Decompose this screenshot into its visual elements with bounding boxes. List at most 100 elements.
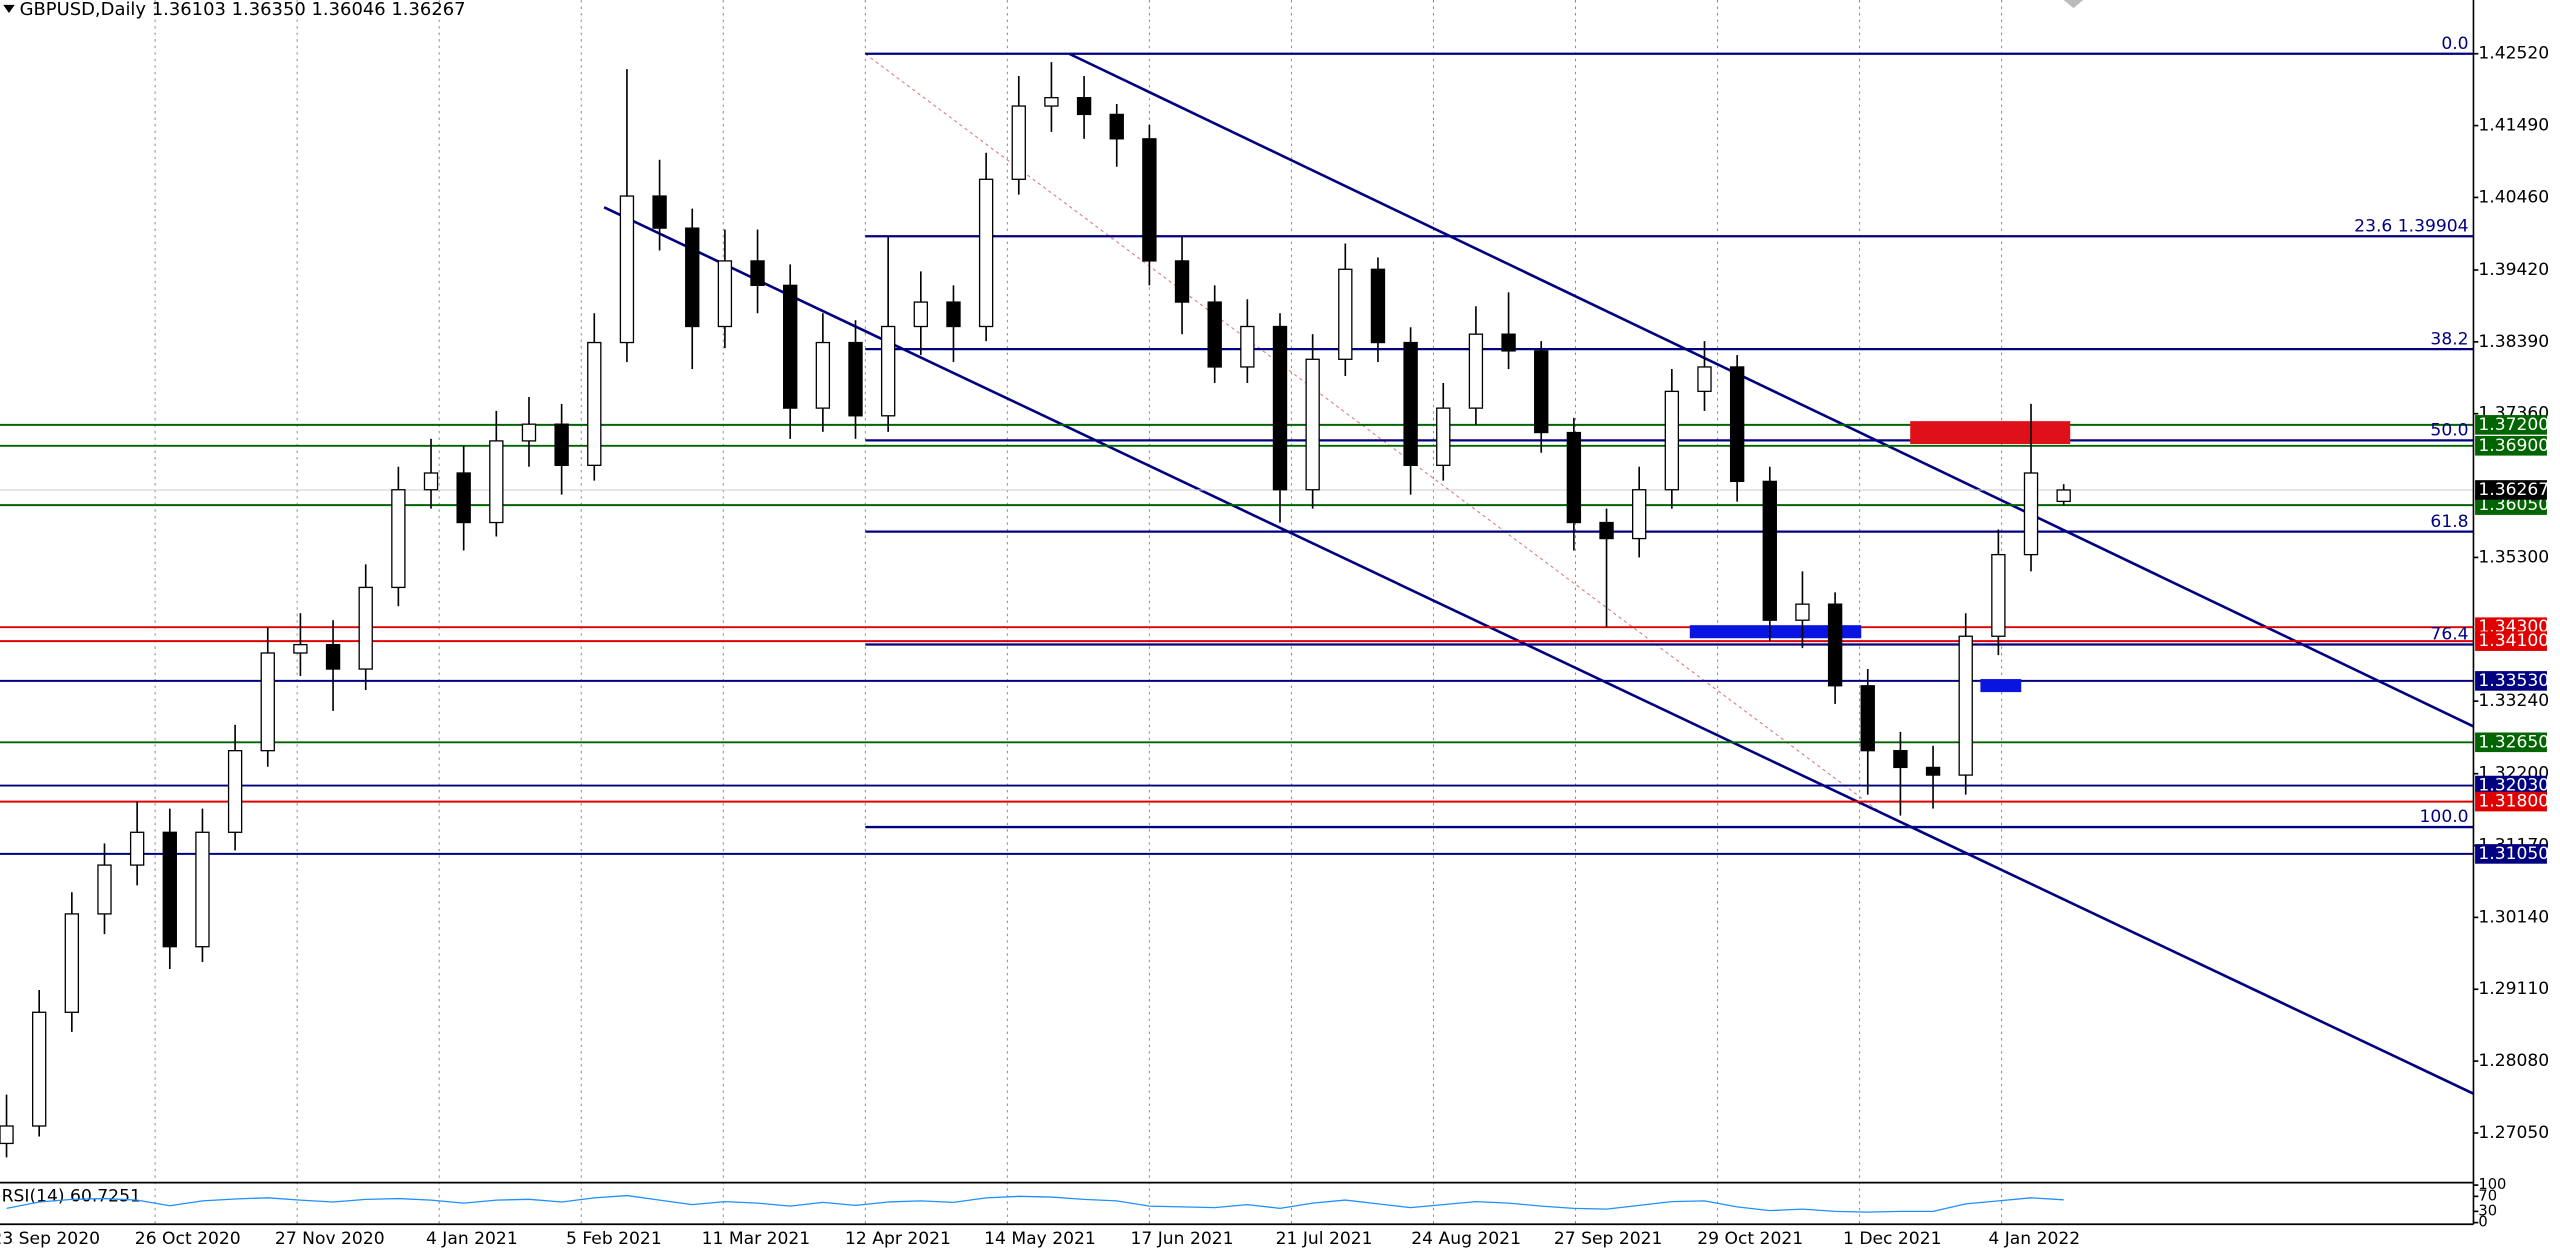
candle-body — [64, 913, 80, 1013]
candle-body — [880, 325, 896, 417]
candle-body — [1272, 325, 1288, 491]
y-tick-label: 1.40460 — [2478, 187, 2549, 207]
x-tick-label: 29 Oct 2021 — [1697, 1229, 1803, 1249]
fib-label: 0.0 — [2441, 34, 2468, 54]
rsi-label: RSI(14) 60.7251 — [2, 1187, 141, 1207]
candle-body — [815, 341, 831, 409]
current-price-box — [2475, 480, 2547, 500]
candle-body — [1991, 553, 2006, 637]
candle-body — [783, 284, 798, 409]
candle-body — [717, 260, 733, 328]
x-tick-label: 14 May 2021 — [984, 1229, 1096, 1249]
level-price-label: 1.34100 — [2478, 631, 2549, 651]
candle-body — [1240, 325, 1255, 368]
candle-body — [1664, 390, 1680, 491]
candle-body — [358, 586, 373, 670]
candle-body — [978, 178, 994, 328]
current-price-label: 1.36267 — [2478, 480, 2549, 500]
y-tick-label: 1.33240 — [2478, 691, 2549, 711]
x-tick-label: 5 Feb 2021 — [566, 1229, 662, 1249]
candle-body — [652, 195, 667, 229]
x-tick-label: 4 Jan 2021 — [426, 1229, 518, 1249]
candle-body — [2023, 472, 2039, 556]
x-tick-label: 12 Apr 2021 — [845, 1229, 951, 1249]
x-tick-label: 1 Dec 2021 — [1843, 1229, 1942, 1249]
candle-body — [97, 864, 112, 915]
candle-body — [227, 750, 243, 833]
level-price-box — [2475, 791, 2547, 812]
candle-body — [325, 643, 341, 670]
rsi-tick-label: 100 — [2478, 1176, 2506, 1193]
y-tick-label: 1.28080 — [2478, 1051, 2549, 1071]
fib-label: 61.8 — [2430, 512, 2468, 532]
candle-body — [1697, 366, 1712, 393]
demand-zone — [1980, 679, 2022, 693]
level-price-label: 1.32650 — [2478, 732, 2549, 752]
level-price-box — [2475, 732, 2547, 753]
y-tick-label: 1.30140 — [2478, 907, 2549, 927]
menu-arrow[interactable] — [3, 4, 15, 14]
level-price-box — [2475, 671, 2547, 691]
candle-body — [1011, 105, 1026, 180]
axes: 23 Sep 2020 26 Oct 2020 27 Nov 2020 4 Jan 2… — [0, 44, 2549, 1249]
grid — [154, 0, 2003, 1225]
y-tick-label: 1.35300 — [2478, 547, 2549, 567]
candle-body — [750, 260, 765, 286]
candle-body — [1403, 341, 1418, 466]
candle-body — [0, 1125, 14, 1145]
candle-body — [1729, 366, 1745, 483]
candle-body — [1860, 685, 1875, 752]
x-tick-label: 26 Oct 2020 — [135, 1229, 241, 1249]
level-price-label: 1.36900 — [2478, 436, 2549, 456]
candle-body — [1370, 268, 1386, 344]
fib-label: 100.0 — [2420, 807, 2469, 827]
candle-body — [1109, 113, 1124, 140]
candle-body — [260, 652, 275, 752]
candle-body — [1762, 480, 1777, 621]
x-tick-label: 24 Aug 2021 — [1411, 1229, 1521, 1249]
candle-body — [1305, 358, 1320, 491]
candle-body — [1501, 333, 1516, 352]
fib-label: 38.2 — [2430, 329, 2468, 349]
x-tick-label: 11 Mar 2021 — [702, 1229, 811, 1249]
candle-body — [129, 831, 145, 866]
candle-body — [913, 301, 928, 328]
x-tick-label: 27 Sep 2021 — [1554, 1229, 1663, 1249]
shift-marker — [2063, 0, 2084, 9]
x-tick-label: 23 Sep 2020 — [0, 1229, 100, 1249]
y-tick-label: 1.42520 — [2478, 44, 2549, 64]
rsi-tick-label: 70 — [2478, 1187, 2497, 1204]
x-tick-label: 4 Jan 2022 — [1988, 1229, 2080, 1249]
rsi-line — [6, 1194, 2064, 1213]
level-price-box — [2475, 415, 2547, 435]
fibonacci: 0.0 23.6 1.39904 38.2 50.0 61.8 76.4 100.0 — [865, 34, 2474, 829]
candle-body — [162, 831, 177, 948]
candle-body — [1468, 333, 1484, 409]
trend-line — [603, 206, 2475, 1095]
candle-body — [1893, 750, 1908, 769]
fib-label: 23.6 1.39904 — [2354, 216, 2468, 236]
candle-body — [423, 472, 439, 491]
trend-line — [1068, 52, 2475, 728]
rsi-tick-label: 30 — [2478, 1202, 2497, 1219]
candles — [0, 62, 2071, 1158]
candle-body — [1436, 407, 1451, 466]
level-price-label: 1.32030 — [2478, 776, 2549, 796]
chart-title: GBPUSD,Daily 1.36103 1.36350 1.36046 1.3… — [20, 0, 466, 20]
x-tick-label: 27 Nov 2020 — [275, 1229, 385, 1249]
candle-body — [1566, 431, 1582, 524]
y-tick-label: 1.39420 — [2478, 260, 2549, 280]
candle-body — [587, 341, 602, 466]
candle-body — [32, 1011, 47, 1127]
candle-body — [1827, 603, 1843, 687]
y-tick-label: 1.41490 — [2478, 116, 2549, 136]
level-price-box — [2475, 775, 2547, 796]
supply-zone — [1910, 421, 2071, 444]
candle-body — [848, 341, 863, 417]
y-tick-label: 1.38390 — [2478, 332, 2549, 352]
candle-body — [1142, 138, 1157, 262]
level-price-label: 1.33530 — [2478, 671, 2549, 691]
level-price-box — [2475, 844, 2547, 864]
